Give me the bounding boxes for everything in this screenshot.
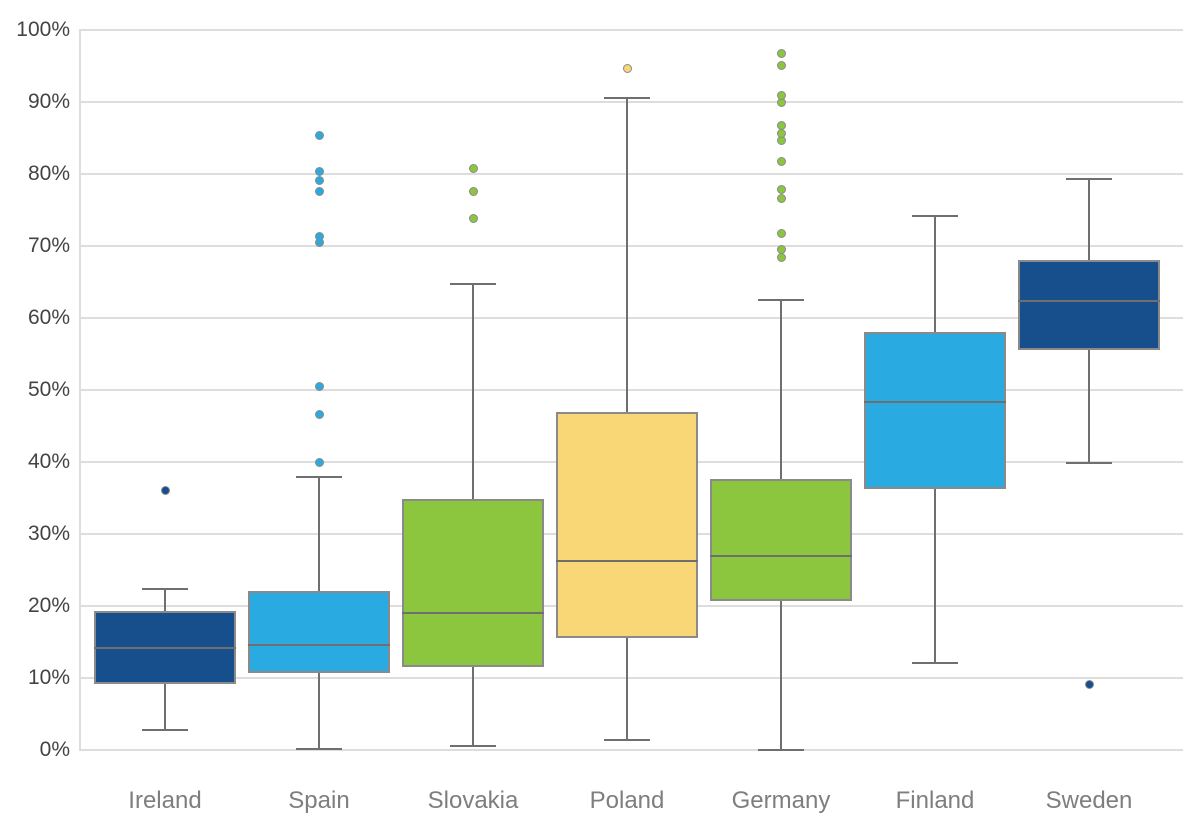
median-line-germany bbox=[710, 555, 852, 558]
whisker-upper-finland bbox=[934, 215, 936, 333]
whisker-cap-upper-germany bbox=[758, 299, 804, 301]
outlier-point-poland bbox=[622, 63, 632, 73]
outlier-point-slovakia bbox=[468, 164, 478, 174]
outlier-point-sweden bbox=[1084, 679, 1094, 689]
box-germany bbox=[710, 478, 852, 601]
whisker-cap-upper-ireland bbox=[142, 588, 188, 591]
outlier-point-spain bbox=[314, 175, 324, 185]
x-axis-label-poland: Poland bbox=[589, 787, 665, 814]
outlier-point-germany bbox=[776, 157, 786, 167]
outlier-point-germany bbox=[776, 60, 786, 70]
gridline bbox=[79, 245, 1183, 247]
outlier-point-spain bbox=[314, 457, 324, 467]
x-axis-label-germany: Germany bbox=[731, 787, 831, 814]
whisker-cap-lower-ireland bbox=[142, 728, 188, 731]
x-axis-label-finland: Finland bbox=[895, 787, 975, 814]
median-line-poland bbox=[556, 559, 698, 562]
whisker-lower-spain bbox=[318, 672, 320, 749]
median-line-slovakia bbox=[402, 612, 544, 615]
whisker-cap-upper-spain bbox=[296, 476, 342, 479]
y-axis-tick-label: 70% bbox=[27, 234, 70, 257]
whisker-lower-sweden bbox=[1088, 350, 1090, 463]
whisker-cap-lower-finland bbox=[912, 661, 958, 664]
median-line-ireland bbox=[94, 647, 236, 650]
gridline bbox=[79, 173, 1183, 175]
whisker-cap-lower-slovakia bbox=[450, 744, 496, 747]
y-axis-tick-label: 20% bbox=[27, 594, 70, 617]
whisker-cap-upper-poland bbox=[604, 96, 650, 99]
outlier-point-germany bbox=[776, 245, 786, 255]
whisker-cap-upper-finland bbox=[912, 214, 958, 217]
box-finland bbox=[864, 332, 1006, 489]
y-axis-tick-label: 100% bbox=[16, 18, 70, 41]
whisker-upper-slovakia bbox=[472, 284, 474, 499]
whisker-upper-sweden bbox=[1088, 179, 1090, 260]
whisker-upper-ireland bbox=[164, 589, 166, 612]
whisker-cap-upper-sweden bbox=[1066, 178, 1112, 181]
whisker-lower-ireland bbox=[164, 683, 166, 730]
outlier-point-germany bbox=[776, 193, 786, 203]
y-axis-tick-label: 0% bbox=[39, 738, 70, 761]
gridline bbox=[79, 317, 1183, 319]
whisker-cap-lower-poland bbox=[604, 738, 650, 741]
whisker-lower-finland bbox=[934, 488, 936, 663]
outlier-point-slovakia bbox=[468, 214, 478, 224]
whisker-upper-spain bbox=[318, 477, 320, 591]
box-ireland bbox=[94, 611, 236, 684]
gridline bbox=[79, 677, 1183, 679]
whisker-lower-slovakia bbox=[472, 667, 474, 746]
gridline bbox=[79, 389, 1183, 391]
y-axis-tick-label: 10% bbox=[27, 666, 70, 689]
box-poland bbox=[556, 411, 698, 638]
gridline bbox=[79, 29, 1183, 31]
box-slovakia bbox=[402, 498, 544, 668]
x-axis-label-sweden: Sweden bbox=[1045, 787, 1133, 814]
outlier-point-germany bbox=[776, 129, 786, 139]
whisker-cap-lower-spain bbox=[296, 747, 342, 750]
outlier-point-spain bbox=[314, 381, 324, 391]
outlier-point-spain bbox=[314, 167, 324, 177]
y-axis-tick-label: 40% bbox=[27, 450, 70, 473]
y-axis-tick-label: 90% bbox=[27, 90, 70, 113]
y-axis-tick-label: 60% bbox=[27, 306, 70, 329]
whisker-cap-lower-sweden bbox=[1066, 461, 1112, 464]
outlier-point-spain bbox=[314, 130, 324, 140]
outlier-point-germany bbox=[776, 121, 786, 131]
gridline bbox=[79, 749, 1183, 751]
y-axis-tick-label: 30% bbox=[27, 522, 70, 545]
outlier-point-germany bbox=[776, 48, 786, 58]
whisker-lower-poland bbox=[626, 637, 628, 740]
whisker-cap-lower-germany bbox=[758, 749, 804, 751]
box-sweden bbox=[1018, 259, 1160, 351]
outlier-point-germany bbox=[776, 253, 786, 263]
box-spain bbox=[248, 590, 390, 673]
y-axis-tick-label: 80% bbox=[27, 162, 70, 185]
outlier-point-germany bbox=[776, 91, 786, 101]
x-axis-label-spain: Spain bbox=[288, 787, 350, 814]
whisker-lower-germany bbox=[780, 600, 782, 750]
outlier-point-spain bbox=[314, 232, 324, 242]
median-line-finland bbox=[864, 400, 1006, 403]
outlier-point-germany bbox=[776, 228, 786, 238]
whisker-upper-poland bbox=[626, 97, 628, 412]
outlier-point-germany bbox=[776, 184, 786, 194]
x-axis-label-slovakia: Slovakia bbox=[427, 787, 519, 814]
whisker-cap-upper-slovakia bbox=[450, 283, 496, 286]
outlier-point-ireland bbox=[160, 485, 170, 495]
y-axis-tick-label: 50% bbox=[27, 378, 70, 401]
median-line-spain bbox=[248, 643, 390, 646]
whisker-upper-germany bbox=[780, 300, 782, 479]
outlier-point-spain bbox=[314, 409, 324, 419]
x-axis-label-ireland: Ireland bbox=[128, 787, 202, 814]
y-axis-line bbox=[79, 30, 81, 750]
outlier-point-spain bbox=[314, 186, 324, 196]
median-line-sweden bbox=[1018, 300, 1160, 303]
outlier-point-slovakia bbox=[468, 186, 478, 196]
gridline bbox=[79, 101, 1183, 103]
